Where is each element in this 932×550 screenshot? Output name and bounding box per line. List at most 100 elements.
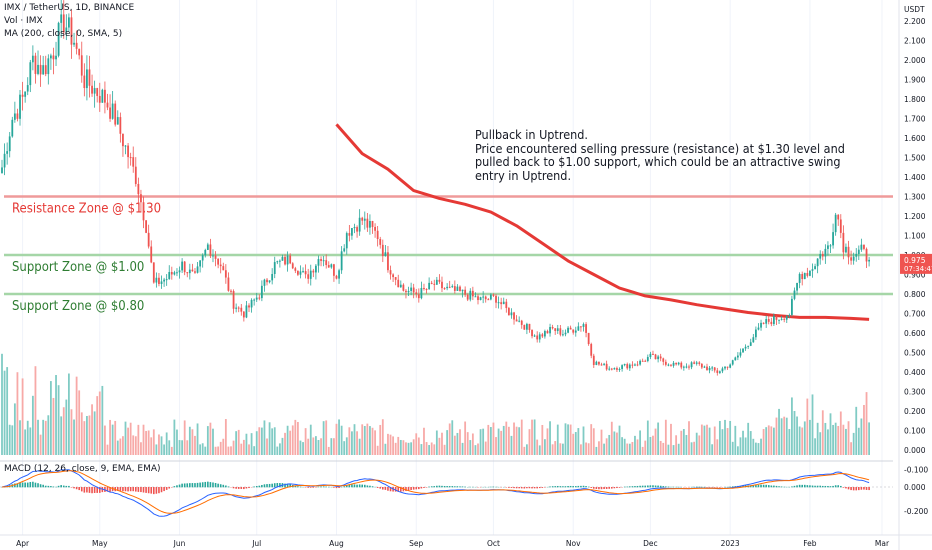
candle-body <box>767 319 770 322</box>
macd-histogram-bar <box>14 483 16 488</box>
macd-histogram-bar <box>652 485 654 488</box>
volume-bar <box>809 419 811 455</box>
volume-bar <box>865 392 868 455</box>
volume-bar <box>8 424 11 455</box>
candle-body <box>551 326 554 329</box>
volume-bar <box>227 446 230 455</box>
macd-histogram-bar <box>353 484 356 488</box>
volume-bar <box>387 433 389 455</box>
candle-body <box>744 346 747 349</box>
volume-bar <box>724 419 726 455</box>
macd-histogram-bar <box>297 486 299 488</box>
macd-histogram-bar <box>245 487 248 489</box>
candle-body <box>415 292 418 295</box>
candle-body <box>544 331 546 337</box>
volume-bar <box>289 430 292 455</box>
candle-body <box>809 270 811 276</box>
macd-histogram-bar <box>258 485 261 488</box>
macd-histogram-bar <box>26 482 29 488</box>
macd-histogram-bar <box>307 487 309 488</box>
volume-bar <box>654 428 657 455</box>
volume-bar <box>281 437 284 455</box>
volume-legend[interactable]: Vol · IMX <box>4 16 43 26</box>
candle-body <box>142 202 145 221</box>
volume-bar <box>664 419 667 455</box>
volume-bar <box>304 428 307 455</box>
candle-body <box>479 297 482 301</box>
volume-bar <box>338 419 340 455</box>
ma-legend[interactable]: MA (200, close, 0, SMA, 5) <box>4 29 123 39</box>
candle-body <box>248 305 250 308</box>
volume-bar <box>351 431 353 455</box>
volume-bar <box>122 436 124 455</box>
candle-body <box>484 296 487 300</box>
price-tick-label: 1.900 <box>904 76 926 85</box>
candle-body <box>798 274 801 283</box>
macd-histogram-bar <box>528 487 531 489</box>
candle-body <box>250 299 253 308</box>
candle-body <box>816 258 819 267</box>
time-axis[interactable]: Apr May Jun Jul Aug Sep Oct Nov Dec 2023 Feb Mar <box>0 534 932 548</box>
time-tick-label: Sep <box>409 539 423 548</box>
annotation-line-4: entry in Uptrend. <box>475 168 571 183</box>
volume-bar <box>134 436 137 455</box>
candle-body <box>662 358 665 362</box>
candle-body <box>834 214 837 233</box>
volume-bar <box>209 422 212 455</box>
macd-histogram-bar <box>572 486 575 488</box>
price-tick-label: 1.300 <box>904 193 926 202</box>
candle-body <box>276 261 279 263</box>
candle-body <box>281 256 284 261</box>
candle-body <box>191 269 194 272</box>
candle-body <box>361 217 364 221</box>
price-axis[interactable]: USDT 2.200 2.100 2.000 1.900 1.800 1.700 1.600 1… <box>898 0 932 550</box>
macd-histogram-bar <box>667 486 670 488</box>
volume-bar <box>394 442 397 455</box>
volume-bar <box>335 423 338 455</box>
macd-histogram-bar <box>842 487 845 488</box>
candle-body <box>847 246 850 258</box>
volume-bar <box>284 432 286 455</box>
volume-bar <box>278 443 281 455</box>
candle-body <box>291 263 294 269</box>
price-tick-label: 0.100 <box>904 427 926 436</box>
volume-bar <box>603 443 605 455</box>
macd-histogram-bar <box>428 486 430 488</box>
candle-body <box>525 323 528 330</box>
volume-bar <box>376 445 379 455</box>
macd-histogram-bar <box>16 483 19 488</box>
volume-bar <box>358 438 361 455</box>
macd-histogram-bar <box>464 486 466 488</box>
volume-bar <box>567 424 569 455</box>
volume-bar <box>3 370 6 455</box>
macd-histogram-bar <box>757 484 760 488</box>
candle-body <box>430 282 433 284</box>
macd-legend[interactable]: MACD (12, 26, close, 9, EMA, EMA) <box>4 464 161 474</box>
macd-histogram-bar <box>834 485 837 488</box>
price-badge <box>900 253 932 274</box>
macd-histogram-bar <box>387 487 389 491</box>
macd-histogram-bar <box>554 486 556 488</box>
candle-body <box>739 352 742 356</box>
volume-bar <box>559 443 562 455</box>
volume-bar <box>353 424 356 455</box>
macd-histogram-bar <box>760 484 762 488</box>
volume-bar <box>757 443 760 455</box>
candle-body <box>721 368 724 372</box>
time-tick-label: 2023 <box>721 539 740 548</box>
macd-histogram-bar <box>657 485 659 488</box>
volume-bar <box>716 439 719 455</box>
candle-body <box>590 344 593 356</box>
support-resistance-levels[interactable]: Resistance Zone @ $1.30 Support Zone @ $1… <box>4 195 893 315</box>
candle-body <box>688 366 690 368</box>
volume-bar <box>492 422 495 455</box>
volume-bar <box>361 424 364 455</box>
candlesticks <box>1 0 871 376</box>
macd-histogram-bar <box>91 487 93 494</box>
candle-body <box>819 254 822 259</box>
candle-body <box>695 362 698 364</box>
volume-bar <box>628 443 631 455</box>
volume-bar <box>747 422 750 455</box>
symbol-legend[interactable]: IMX / TetherUS, 1D, BINANCE <box>4 3 135 13</box>
